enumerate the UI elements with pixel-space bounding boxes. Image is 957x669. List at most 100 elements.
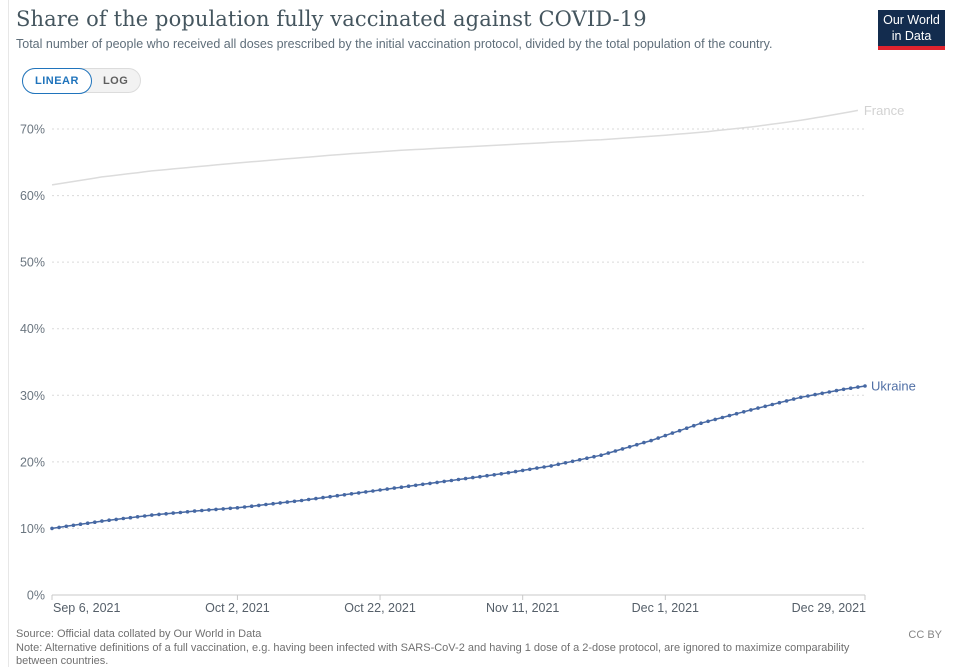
data-point-marker — [321, 495, 325, 500]
data-point-marker — [356, 491, 361, 495]
data-point-marker — [463, 476, 468, 481]
data-point-marker — [121, 516, 126, 521]
data-point-marker — [585, 456, 589, 461]
series-line-france[interactable] — [51, 109, 859, 186]
data-point-marker — [770, 402, 775, 407]
data-point-marker — [863, 384, 867, 388]
data-point-marker — [85, 521, 90, 525]
x-tick-label: Oct 2, 2021 — [205, 601, 270, 615]
data-point-marker — [499, 472, 504, 476]
data-point-marker — [328, 494, 332, 499]
license-link[interactable]: CC BY — [908, 629, 942, 641]
data-point-marker — [528, 467, 532, 472]
y-tick-label: 50% — [20, 256, 45, 270]
data-point-marker — [192, 509, 197, 513]
data-point-marker — [642, 440, 646, 445]
data-point-marker — [635, 442, 639, 447]
data-point-marker — [57, 525, 61, 530]
data-point-marker — [221, 507, 225, 511]
data-point-marker — [264, 502, 268, 507]
data-point-marker — [207, 508, 211, 512]
data-point-marker — [513, 469, 518, 474]
data-point-marker — [734, 411, 739, 416]
data-point-marker — [613, 449, 618, 453]
log-scale-button[interactable]: LOG — [102, 74, 129, 87]
data-point-marker — [556, 462, 561, 467]
data-point-marker — [200, 508, 204, 513]
data-point-marker — [399, 485, 404, 490]
data-point-marker — [314, 496, 318, 501]
data-point-marker — [242, 505, 247, 509]
data-point-marker — [820, 391, 824, 396]
data-point-marker — [791, 397, 796, 401]
data-point-marker — [763, 404, 767, 409]
data-point-marker — [649, 438, 653, 443]
data-point-marker — [599, 453, 603, 458]
data-point-marker — [421, 482, 425, 487]
data-point-marker — [178, 510, 183, 515]
data-point-marker — [185, 510, 190, 514]
chart-footer: Source: Official data collated by Our Wo… — [16, 628, 894, 669]
y-tick-label: 20% — [20, 455, 45, 469]
data-point-marker — [406, 484, 411, 489]
data-point-marker — [157, 512, 161, 517]
data-point-marker — [435, 480, 439, 485]
data-point-marker — [342, 493, 347, 497]
data-point-marker — [364, 490, 368, 494]
linear-scale-button[interactable]: LINEAR — [22, 67, 92, 94]
data-point-marker — [235, 506, 240, 510]
data-point-marker — [606, 451, 611, 455]
data-point-marker — [171, 511, 175, 515]
data-point-marker — [713, 417, 717, 422]
data-point-marker — [720, 415, 725, 420]
data-point-marker — [542, 465, 546, 469]
data-point-marker — [692, 423, 696, 428]
frame-left-border — [8, 0, 9, 667]
x-tick-label: Dec 29, 2021 — [792, 601, 866, 615]
data-point-marker — [520, 468, 525, 473]
data-point-marker — [577, 458, 582, 462]
data-point-marker — [742, 410, 746, 414]
page-title: Share of the population fully vaccinated… — [16, 7, 647, 31]
data-point-marker — [485, 473, 489, 478]
data-point-marker — [78, 522, 83, 526]
series-line-ukraine[interactable] — [51, 385, 866, 530]
data-point-marker — [142, 514, 147, 518]
data-point-marker — [663, 433, 668, 438]
series-label-france[interactable]: France — [864, 103, 904, 118]
data-point-marker — [756, 406, 760, 410]
data-point-marker — [93, 520, 97, 524]
data-point-marker — [228, 506, 233, 511]
data-point-marker — [100, 519, 104, 523]
data-point-marker — [306, 497, 311, 502]
data-point-marker — [349, 492, 354, 496]
data-point-marker — [64, 524, 69, 529]
y-tick-label: 0% — [27, 589, 45, 603]
data-point-marker — [677, 428, 682, 433]
data-point-marker — [627, 445, 632, 449]
data-point-marker — [706, 419, 710, 424]
data-point-marker — [413, 483, 418, 488]
y-tick-label: 10% — [20, 522, 45, 536]
data-point-marker — [299, 498, 304, 503]
series-label-ukraine[interactable]: Ukraine — [871, 378, 916, 393]
data-point-marker — [563, 461, 568, 465]
data-point-marker — [684, 426, 689, 431]
data-point-marker — [114, 517, 118, 522]
owid-logo[interactable]: Our World in Data — [878, 10, 945, 50]
data-point-marker — [278, 501, 283, 505]
y-tick-label: 70% — [20, 123, 45, 137]
data-point-marker — [135, 515, 140, 519]
data-point-marker — [214, 507, 218, 512]
data-point-marker — [856, 385, 860, 389]
data-point-marker — [813, 392, 817, 397]
data-point-marker — [442, 479, 447, 484]
data-point-marker — [656, 436, 660, 440]
page-subtitle: Total number of people who received all … — [16, 37, 773, 51]
data-point-marker — [592, 454, 596, 459]
data-point-marker — [378, 488, 382, 492]
data-point-marker — [335, 493, 340, 498]
data-point-marker — [285, 500, 290, 504]
data-point-marker — [799, 395, 803, 400]
data-point-marker — [392, 486, 397, 490]
